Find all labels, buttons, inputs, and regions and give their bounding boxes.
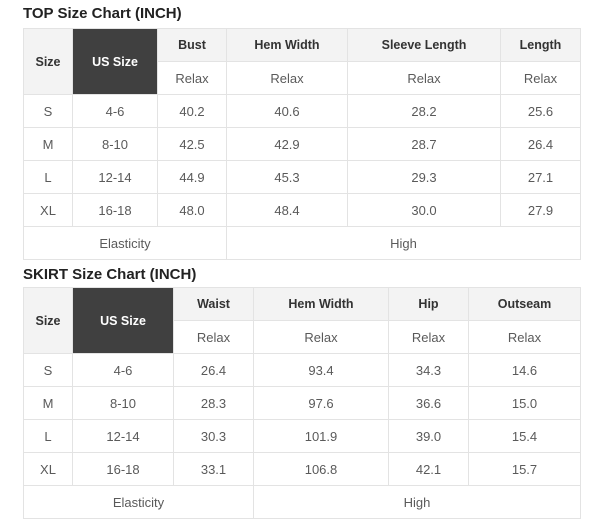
- top-fit-cell: Relax: [226, 61, 348, 95]
- skirt-fit-cell: Relax: [173, 320, 254, 354]
- size-cell: S: [23, 353, 73, 387]
- size-cell: M: [23, 386, 73, 420]
- value-cell: 33.1: [173, 452, 254, 486]
- elasticity-label: Elasticity: [23, 226, 227, 260]
- skirt-row-s: S 4-6 26.4 93.4 34.3 14.6: [23, 353, 581, 387]
- skirt-size-chart-table: Size US Size Waist Hem Width Hip Outseam…: [23, 287, 581, 519]
- skirt-col-header-hem-width: Hem Width: [253, 287, 389, 321]
- skirt-elasticity-row: Elasticity High: [23, 485, 581, 519]
- value-cell: 48.4: [226, 193, 348, 227]
- top-row-l: L 12-14 44.9 45.3 29.3 27.1: [23, 160, 581, 194]
- value-cell: 15.0: [468, 386, 581, 420]
- top-fit-cell: Relax: [347, 61, 501, 95]
- value-cell: 26.4: [173, 353, 254, 387]
- value-cell: 28.2: [347, 94, 501, 128]
- top-fit-cell: Relax: [500, 61, 581, 95]
- value-cell: 101.9: [253, 419, 389, 453]
- value-cell: 27.9: [500, 193, 581, 227]
- value-cell: 42.9: [226, 127, 348, 161]
- us-size-cell: 4-6: [72, 353, 174, 387]
- skirt-header-row: Size US Size Waist Hem Width Hip Outseam: [23, 287, 581, 354]
- top-size-col-header: Size: [23, 28, 73, 95]
- elasticity-label: Elasticity: [23, 485, 254, 519]
- top-row-m: M 8-10 42.5 42.9 28.7 26.4: [23, 127, 581, 161]
- skirt-us-size-selected-cell[interactable]: US Size: [72, 287, 174, 354]
- top-col-header-length: Length: [500, 28, 581, 62]
- size-cell: L: [23, 160, 73, 194]
- size-cell: M: [23, 127, 73, 161]
- top-header-row: Size US Size Bust Hem Width Sleeve Lengt…: [23, 28, 581, 95]
- us-size-cell: 4-6: [72, 94, 158, 128]
- skirt-row-xl: XL 16-18 33.1 106.8 42.1 15.7: [23, 452, 581, 486]
- value-cell: 28.7: [347, 127, 501, 161]
- value-cell: 27.1: [500, 160, 581, 194]
- skirt-fit-cell: Relax: [388, 320, 469, 354]
- skirt-fit-cell: Relax: [468, 320, 581, 354]
- value-cell: 42.1: [388, 452, 469, 486]
- value-cell: 28.3: [173, 386, 254, 420]
- us-size-cell: 8-10: [72, 127, 158, 161]
- value-cell: 40.2: [157, 94, 227, 128]
- value-cell: 30.3: [173, 419, 254, 453]
- top-size-chart-table: Size US Size Bust Hem Width Sleeve Lengt…: [23, 28, 581, 260]
- top-col-header-sleeve-length: Sleeve Length: [347, 28, 501, 62]
- elasticity-value: High: [226, 226, 581, 260]
- top-fit-row: Relax Relax Relax Relax: [24, 61, 581, 95]
- value-cell: 97.6: [253, 386, 389, 420]
- value-cell: 34.3: [388, 353, 469, 387]
- skirt-col-header-outseam: Outseam: [468, 287, 581, 321]
- skirt-col-header-waist: Waist: [173, 287, 254, 321]
- value-cell: 93.4: [253, 353, 389, 387]
- value-cell: 42.5: [157, 127, 227, 161]
- value-cell: 106.8: [253, 452, 389, 486]
- us-size-cell: 12-14: [72, 419, 174, 453]
- skirt-row-m: M 8-10 28.3 97.6 36.6 15.0: [23, 386, 581, 420]
- top-col-header-hem-width: Hem Width: [226, 28, 348, 62]
- top-us-size-selected-cell[interactable]: US Size: [72, 28, 158, 95]
- top-fit-cell: Relax: [157, 61, 227, 95]
- value-cell: 29.3: [347, 160, 501, 194]
- top-row-s: S 4-6 40.2 40.6 28.2 25.6: [23, 94, 581, 128]
- size-cell: XL: [23, 452, 73, 486]
- us-size-cell: 16-18: [72, 452, 174, 486]
- top-row-xl: XL 16-18 48.0 48.4 30.0 27.9: [23, 193, 581, 227]
- size-cell: S: [23, 94, 73, 128]
- elasticity-value: High: [253, 485, 581, 519]
- value-cell: 48.0: [157, 193, 227, 227]
- top-chart-title: TOP Size Chart (INCH): [23, 5, 182, 22]
- value-cell: 15.7: [468, 452, 581, 486]
- value-cell: 15.4: [468, 419, 581, 453]
- skirt-size-col-header: Size: [23, 287, 73, 354]
- us-size-cell: 16-18: [72, 193, 158, 227]
- skirt-col-header-hip: Hip: [388, 287, 469, 321]
- value-cell: 14.6: [468, 353, 581, 387]
- value-cell: 30.0: [347, 193, 501, 227]
- skirt-fit-row: Relax Relax Relax Relax: [24, 320, 581, 354]
- us-size-cell: 8-10: [72, 386, 174, 420]
- size-cell: XL: [23, 193, 73, 227]
- top-elasticity-row: Elasticity High: [23, 226, 581, 260]
- value-cell: 39.0: [388, 419, 469, 453]
- skirt-row-l: L 12-14 30.3 101.9 39.0 15.4: [23, 419, 581, 453]
- value-cell: 45.3: [226, 160, 348, 194]
- value-cell: 25.6: [500, 94, 581, 128]
- value-cell: 36.6: [388, 386, 469, 420]
- value-cell: 40.6: [226, 94, 348, 128]
- us-size-cell: 12-14: [72, 160, 158, 194]
- value-cell: 44.9: [157, 160, 227, 194]
- size-cell: L: [23, 419, 73, 453]
- skirt-chart-title: SKIRT Size Chart (INCH): [23, 266, 197, 283]
- value-cell: 26.4: [500, 127, 581, 161]
- skirt-fit-cell: Relax: [253, 320, 389, 354]
- top-col-header-bust: Bust: [157, 28, 227, 62]
